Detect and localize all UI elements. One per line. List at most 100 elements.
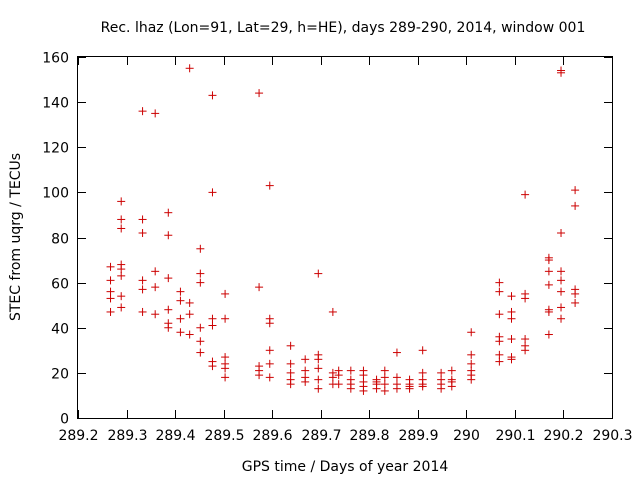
data-point bbox=[185, 310, 194, 319]
data-point bbox=[138, 228, 147, 237]
data-point bbox=[106, 307, 115, 316]
data-point bbox=[346, 384, 355, 393]
data-point bbox=[176, 328, 185, 337]
x-tick-label: 290.3 bbox=[592, 428, 632, 444]
data-point bbox=[571, 201, 580, 210]
data-point bbox=[380, 373, 389, 382]
data-point bbox=[405, 384, 414, 393]
y-axis-title: STEC from uqrg / TECUs bbox=[8, 153, 24, 321]
data-point bbox=[544, 267, 553, 276]
x-tick-label: 289.7 bbox=[301, 428, 341, 444]
data-point bbox=[117, 215, 126, 224]
data-point bbox=[507, 307, 516, 316]
y-tick-label: 60 bbox=[51, 277, 69, 293]
data-point bbox=[495, 310, 504, 319]
data-point bbox=[117, 303, 126, 312]
data-point bbox=[437, 384, 446, 393]
data-points bbox=[106, 64, 580, 395]
x-tick-label: 289.5 bbox=[204, 428, 244, 444]
x-tick-label: 290.1 bbox=[495, 428, 535, 444]
data-point bbox=[328, 373, 337, 382]
data-point bbox=[314, 355, 323, 364]
data-point bbox=[314, 269, 323, 278]
data-point bbox=[372, 384, 381, 393]
data-point bbox=[544, 307, 553, 316]
data-point bbox=[208, 188, 217, 197]
data-point bbox=[196, 278, 205, 287]
x-axis-title: GPS time / Days of year 2014 bbox=[242, 459, 449, 475]
data-point bbox=[138, 307, 147, 316]
data-point bbox=[185, 298, 194, 307]
data-point bbox=[221, 353, 230, 362]
data-point bbox=[138, 215, 147, 224]
data-point bbox=[380, 380, 389, 389]
data-point bbox=[557, 303, 566, 312]
x-tick-label: 289.3 bbox=[107, 428, 147, 444]
data-point bbox=[151, 267, 160, 276]
data-point bbox=[106, 287, 115, 296]
data-point bbox=[196, 348, 205, 357]
y-tick-label: 160 bbox=[42, 51, 69, 67]
data-point bbox=[164, 305, 173, 314]
data-point bbox=[495, 337, 504, 346]
data-point bbox=[334, 380, 343, 389]
data-point bbox=[255, 283, 264, 292]
data-point bbox=[544, 256, 553, 265]
data-point bbox=[106, 294, 115, 303]
data-point bbox=[521, 346, 530, 355]
data-point bbox=[334, 371, 343, 380]
data-point bbox=[301, 355, 310, 364]
data-point bbox=[117, 292, 126, 301]
x-tick-label: 290.2 bbox=[543, 428, 583, 444]
data-point bbox=[507, 314, 516, 323]
data-point bbox=[314, 375, 323, 384]
data-point bbox=[571, 289, 580, 298]
axis-ticks bbox=[78, 57, 613, 419]
data-point bbox=[138, 276, 147, 285]
x-tick-label: 289.4 bbox=[155, 428, 195, 444]
data-point bbox=[196, 269, 205, 278]
y-tick-label: 80 bbox=[51, 232, 69, 248]
data-point bbox=[164, 208, 173, 217]
data-point bbox=[196, 323, 205, 332]
data-point bbox=[495, 287, 504, 296]
x-tick-label: 289.2 bbox=[58, 428, 98, 444]
data-point bbox=[557, 314, 566, 323]
data-point bbox=[392, 348, 401, 357]
data-point bbox=[117, 224, 126, 233]
data-point bbox=[138, 285, 147, 294]
data-point bbox=[495, 357, 504, 366]
data-point bbox=[176, 314, 185, 323]
data-point bbox=[185, 330, 194, 339]
x-tick-label: 289.6 bbox=[252, 428, 292, 444]
data-point bbox=[221, 314, 230, 323]
data-point bbox=[151, 283, 160, 292]
data-point bbox=[265, 359, 274, 368]
y-tick-label: 0 bbox=[60, 412, 69, 428]
data-point bbox=[117, 197, 126, 206]
y-tick-labels: 0 20 40 60 80 100 120 140 160 bbox=[42, 51, 69, 428]
data-point bbox=[521, 294, 530, 303]
data-point bbox=[507, 292, 516, 301]
data-point bbox=[301, 366, 310, 375]
y-tick-label: 40 bbox=[51, 322, 69, 338]
x-tick-labels: 289.2 289.3 289.4 289.5 289.6 289.7 289.8 289.9… bbox=[58, 428, 632, 444]
data-point bbox=[164, 323, 173, 332]
data-point bbox=[521, 335, 530, 344]
data-point bbox=[286, 368, 295, 377]
data-point bbox=[380, 366, 389, 375]
data-point bbox=[117, 271, 126, 280]
data-point bbox=[380, 386, 389, 395]
data-point bbox=[544, 280, 553, 289]
data-point bbox=[557, 68, 566, 77]
data-point bbox=[117, 265, 126, 274]
data-point bbox=[196, 244, 205, 253]
data-point bbox=[151, 310, 160, 319]
data-point bbox=[314, 364, 323, 373]
data-point bbox=[359, 386, 368, 395]
data-point bbox=[314, 384, 323, 393]
data-point bbox=[571, 186, 580, 195]
data-point bbox=[208, 91, 217, 100]
data-point bbox=[255, 371, 264, 380]
